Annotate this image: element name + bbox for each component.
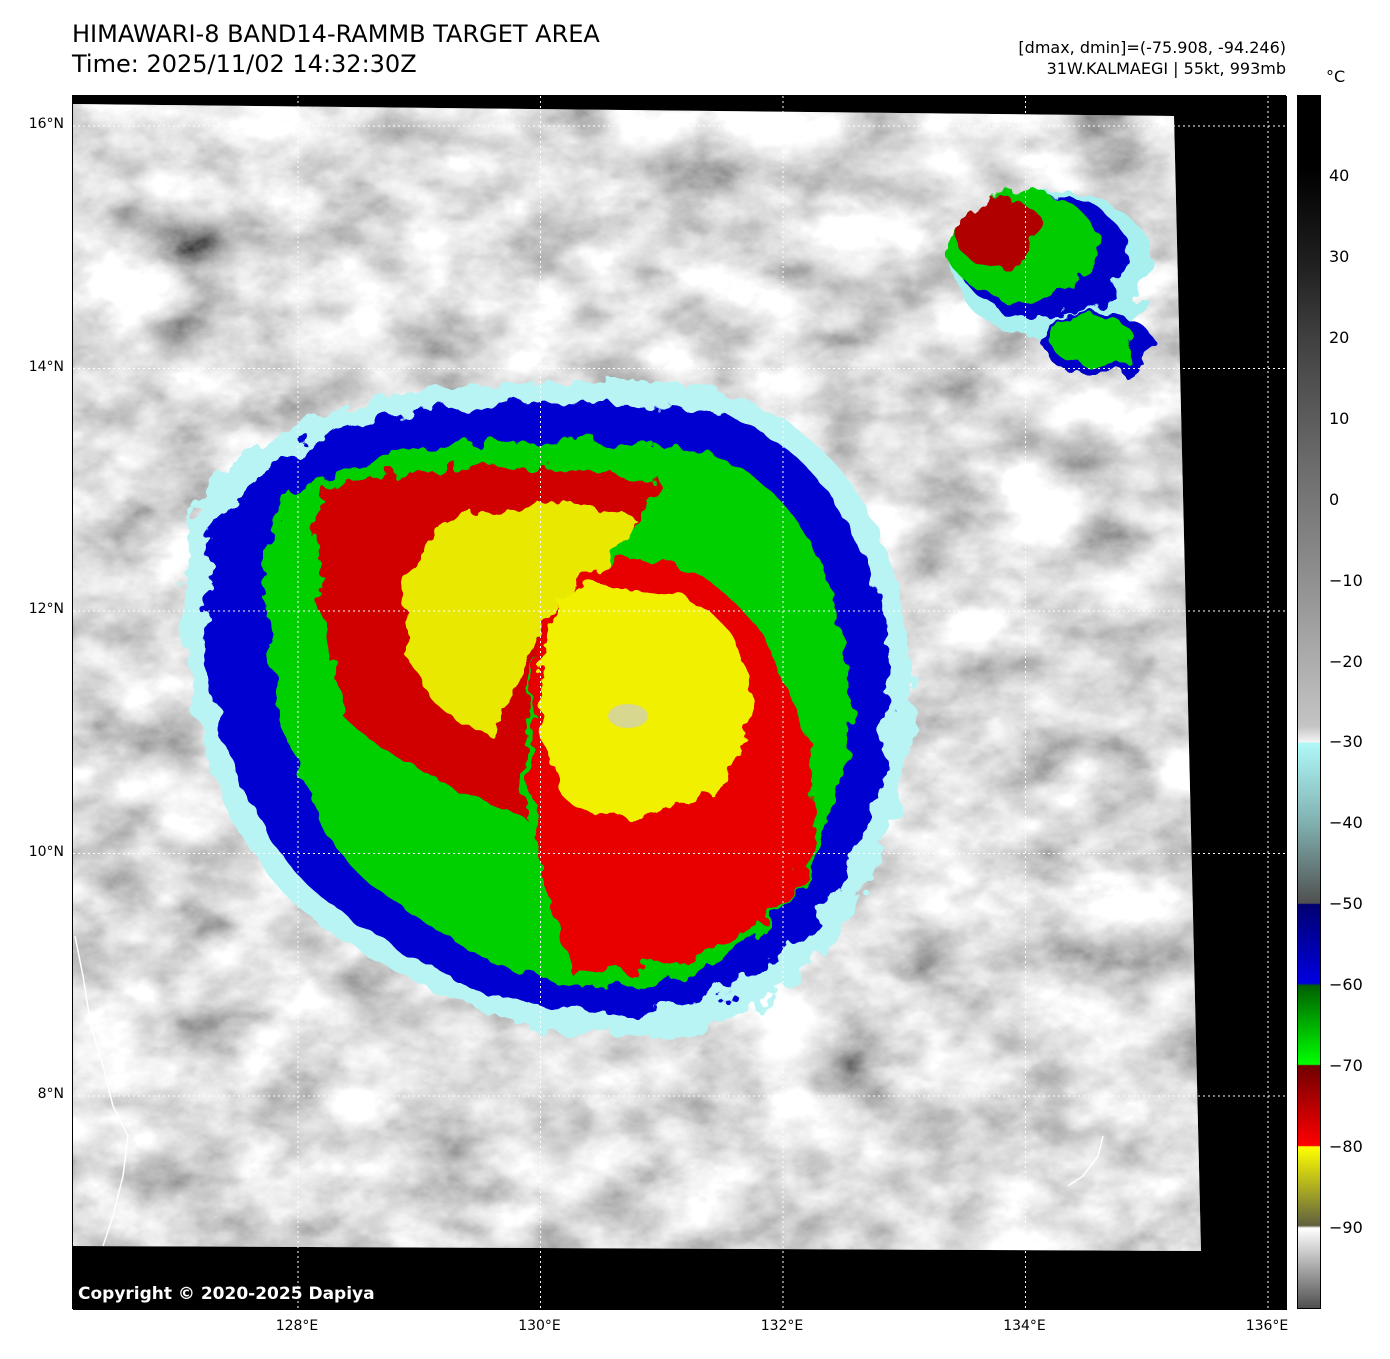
satellite-map: Copyright © 2020-2025 Dapiya	[72, 95, 1287, 1310]
colorbar-tick-label: −70	[1329, 1056, 1363, 1076]
latitude-tick-label: 10°N	[28, 843, 64, 860]
colorbar	[1297, 95, 1321, 1309]
latitude-tick-label: 8°N	[37, 1086, 64, 1102]
copyright-text: Copyright © 2020-2025 Dapiya	[78, 1284, 375, 1304]
latitude-tick-label: 12°N	[28, 601, 64, 617]
colorbar-tick-label: −40	[1329, 813, 1363, 833]
colorbar-tick-label: −30	[1329, 732, 1363, 752]
observation-time: Time: 2025/11/02 14:32:30Z	[72, 50, 417, 78]
latitude-tick-label: 14°N	[28, 358, 64, 375]
colorbar-tick-label: 0	[1329, 489, 1340, 509]
satellite-imagery	[73, 96, 1287, 1310]
colorbar-tick-label: −20	[1329, 651, 1363, 671]
chart-title: HIMAWARI-8 BAND14-RAMMB TARGET AREA	[72, 20, 600, 48]
storm-info: 31W.KALMAEGI | 55kt, 993mb	[1046, 59, 1286, 78]
colorbar-tick-label: 10	[1329, 408, 1350, 428]
colorbar-tick-label: 20	[1329, 327, 1350, 347]
colorbar-tick-label: 40	[1329, 165, 1350, 185]
colorbar-tick-label: −50	[1329, 894, 1363, 914]
longitude-tick-label: 134°E	[1003, 1318, 1046, 1334]
colorbar-tick-label: −10	[1329, 570, 1363, 590]
graticule	[73, 96, 1287, 1310]
colorbar-tick-label: −90	[1329, 1218, 1363, 1238]
colorbar-tick-label: −80	[1329, 1137, 1363, 1157]
longitude-tick-label: 130°E	[518, 1318, 561, 1334]
longitude-tick-label: 132°E	[760, 1318, 804, 1334]
colorbar-unit: °C	[1326, 67, 1346, 86]
colorbar-tick-label: 30	[1329, 246, 1350, 266]
latitude-tick-label: 16°N	[28, 116, 64, 132]
longitude-tick-label: 128°E	[275, 1318, 319, 1334]
temperature-range: [dmax, dmin]=(-75.908, -94.246)	[1018, 38, 1286, 57]
longitude-tick-label: 136°E	[1245, 1318, 1289, 1334]
colorbar-tick-label: −60	[1329, 975, 1363, 995]
